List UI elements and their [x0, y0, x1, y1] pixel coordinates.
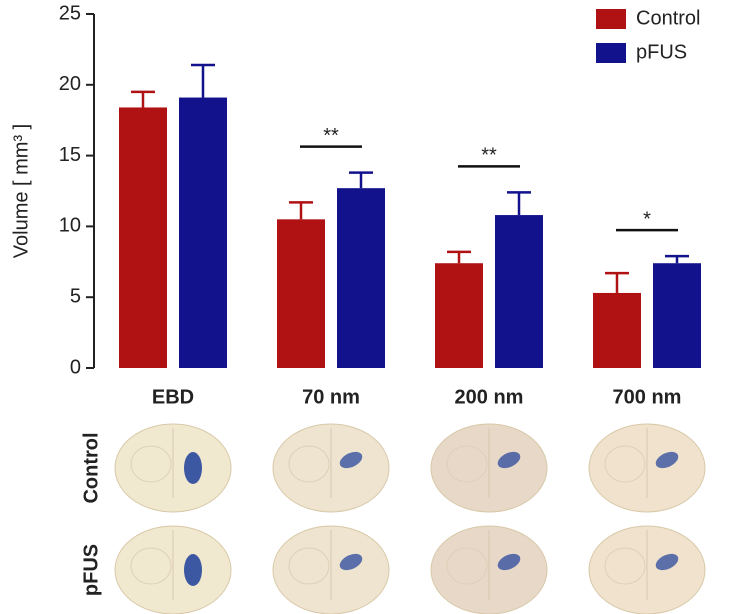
x-tick-label: 700 nm — [613, 386, 682, 408]
x-tick-label: EBD — [152, 386, 194, 408]
y-axis-label: Volume [ mm³ ] — [10, 124, 32, 258]
error-bar — [191, 63, 215, 98]
brain-hemisphere-left — [604, 445, 646, 483]
error-bar — [605, 271, 629, 293]
significance-label: * — [643, 208, 651, 230]
dye-stain — [184, 554, 202, 586]
legend-label: Control — [636, 7, 700, 29]
dye-stain — [497, 553, 521, 571]
brain-hemisphere-left — [446, 445, 488, 483]
brain-images — [114, 423, 706, 614]
dye-stain — [655, 553, 679, 571]
legend-swatch — [596, 43, 626, 63]
brain-hemisphere-left — [130, 547, 172, 585]
significance-label: ** — [481, 145, 497, 167]
dye-stain — [184, 452, 202, 484]
error-bar — [507, 191, 531, 216]
bar — [593, 292, 641, 368]
y-tick-label: 5 — [70, 285, 81, 307]
dye-stain — [497, 451, 521, 469]
y-tick-label: 15 — [59, 144, 81, 166]
brain-hemisphere-left — [130, 445, 172, 483]
bar — [435, 263, 483, 368]
bar — [495, 215, 543, 368]
x-tick-label: 70 nm — [302, 386, 360, 408]
dye-stain — [339, 451, 363, 469]
image-row-label: Control — [80, 432, 102, 503]
brain-hemisphere-left — [288, 547, 330, 585]
x-tick-label: 200 nm — [455, 386, 524, 408]
significance-label: ** — [323, 125, 339, 147]
bar — [337, 188, 385, 368]
brain-hemisphere-left — [446, 547, 488, 585]
y-tick-label: 25 — [59, 2, 81, 24]
dye-stain — [655, 451, 679, 469]
dye-stain — [339, 553, 363, 571]
error-bar — [349, 171, 373, 189]
brain-hemisphere-left — [288, 445, 330, 483]
legend-label: pFUS — [636, 41, 687, 63]
bar — [119, 107, 167, 369]
error-bar — [665, 254, 689, 264]
error-bar — [289, 201, 313, 220]
y-tick-label: 10 — [59, 215, 81, 237]
y-tick-label: 0 — [70, 356, 81, 378]
bar — [653, 263, 701, 368]
image-row-label: pFUS — [80, 544, 102, 596]
bar — [179, 97, 227, 368]
error-bar — [131, 90, 155, 108]
legend-swatch — [596, 9, 626, 29]
error-bar — [447, 250, 471, 264]
brain-hemisphere-left — [604, 547, 646, 585]
bar — [277, 219, 325, 368]
y-tick-label: 20 — [59, 73, 81, 95]
